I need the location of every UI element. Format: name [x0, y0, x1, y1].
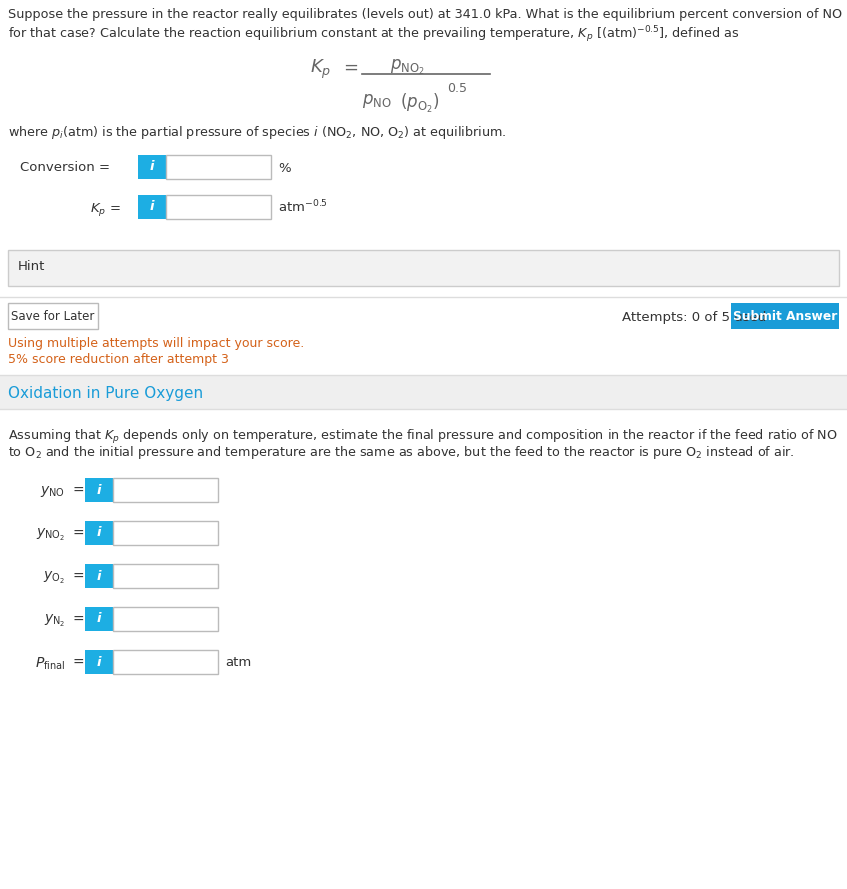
Text: =: =: [72, 484, 84, 498]
FancyBboxPatch shape: [166, 155, 271, 179]
Text: $K_p$: $K_p$: [310, 58, 331, 81]
Text: %: %: [278, 162, 291, 175]
Text: i: i: [97, 484, 102, 496]
FancyBboxPatch shape: [166, 195, 271, 219]
Text: $P_\mathrm{final}$: $P_\mathrm{final}$: [35, 656, 65, 672]
Text: $y_\mathrm{N_2}$: $y_\mathrm{N_2}$: [43, 613, 65, 629]
FancyBboxPatch shape: [138, 155, 166, 179]
Text: $K_p$ =: $K_p$ =: [90, 201, 121, 218]
Text: =: =: [72, 570, 84, 584]
FancyBboxPatch shape: [113, 478, 218, 502]
Text: $p_{\mathrm{NO}}$: $p_{\mathrm{NO}}$: [362, 92, 392, 110]
Text: =: =: [72, 656, 84, 670]
FancyBboxPatch shape: [85, 607, 113, 631]
Text: Conversion =: Conversion =: [20, 161, 110, 174]
Text: Using multiple attempts will impact your score.: Using multiple attempts will impact your…: [8, 337, 304, 350]
FancyBboxPatch shape: [0, 376, 847, 409]
FancyBboxPatch shape: [8, 250, 839, 286]
Text: Save for Later: Save for Later: [11, 309, 95, 323]
FancyBboxPatch shape: [85, 521, 113, 545]
Text: i: i: [97, 613, 102, 626]
FancyBboxPatch shape: [8, 303, 98, 329]
Text: Hint: Hint: [18, 260, 46, 273]
Text: i: i: [97, 526, 102, 540]
FancyBboxPatch shape: [113, 650, 218, 674]
Text: i: i: [97, 570, 102, 582]
Text: =: =: [72, 613, 84, 627]
Text: for that case? Calculate the reaction equilibrium constant at the prevailing tem: for that case? Calculate the reaction eq…: [8, 24, 739, 44]
Text: Suppose the pressure in the reactor really equilibrates (levels out) at 341.0 kP: Suppose the pressure in the reactor real…: [8, 8, 842, 21]
FancyBboxPatch shape: [138, 195, 166, 219]
FancyBboxPatch shape: [85, 478, 113, 502]
Text: Submit Answer: Submit Answer: [733, 309, 837, 323]
Text: =: =: [72, 527, 84, 541]
Text: $(p_{\mathrm{O_2}})$: $(p_{\mathrm{O_2}})$: [400, 92, 440, 115]
FancyBboxPatch shape: [113, 564, 218, 588]
Text: $p_{\mathrm{NO_2}}$: $p_{\mathrm{NO_2}}$: [390, 58, 425, 77]
FancyBboxPatch shape: [85, 564, 113, 588]
Text: i: i: [150, 161, 154, 173]
Text: to O$_2$ and the initial pressure and temperature are the same as above, but the: to O$_2$ and the initial pressure and te…: [8, 444, 794, 461]
Text: $y_\mathrm{NO}$: $y_\mathrm{NO}$: [40, 484, 65, 499]
Text: $0.5$: $0.5$: [447, 82, 468, 95]
Text: 5% score reduction after attempt 3: 5% score reduction after attempt 3: [8, 353, 229, 366]
FancyBboxPatch shape: [731, 303, 839, 329]
Text: i: i: [150, 201, 154, 213]
Text: Oxidation in Pure Oxygen: Oxidation in Pure Oxygen: [8, 386, 203, 401]
FancyBboxPatch shape: [85, 650, 113, 674]
Text: atm: atm: [225, 656, 252, 669]
Text: atm$^{-0.5}$: atm$^{-0.5}$: [278, 199, 328, 216]
Text: i: i: [97, 655, 102, 669]
FancyBboxPatch shape: [113, 521, 218, 545]
Text: $y_\mathrm{NO_2}$: $y_\mathrm{NO_2}$: [36, 527, 65, 543]
FancyBboxPatch shape: [113, 607, 218, 631]
Text: where $p_i$(atm) is the partial pressure of species $i$ (NO$_2$, NO, O$_2$) at e: where $p_i$(atm) is the partial pressure…: [8, 124, 507, 141]
Text: $=$: $=$: [340, 58, 358, 76]
Text: Attempts: 0 of 5 used: Attempts: 0 of 5 used: [622, 311, 767, 324]
Text: $y_\mathrm{O_2}$: $y_\mathrm{O_2}$: [43, 570, 65, 586]
Text: Assuming that $K_p$ depends only on temperature, estimate the final pressure and: Assuming that $K_p$ depends only on temp…: [8, 428, 838, 446]
